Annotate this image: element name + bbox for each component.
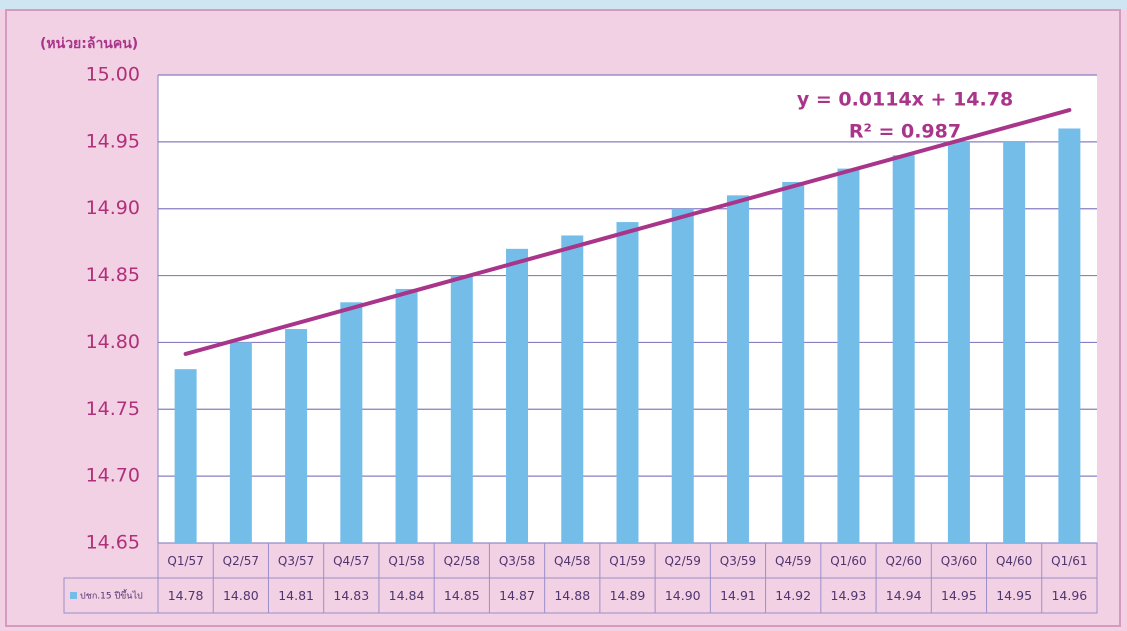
value-label: 14.89 — [610, 588, 646, 603]
bar — [782, 181, 805, 543]
bar — [1003, 141, 1026, 543]
x-tick-label: Q3/60 — [941, 554, 977, 568]
y-tick-label: 14.80 — [86, 331, 140, 353]
value-label: 14.87 — [499, 588, 535, 603]
bar — [947, 141, 970, 543]
unit-label: (หน่วย:ล้านคน) — [40, 36, 138, 52]
x-tick-label: Q1/59 — [609, 554, 645, 568]
x-tick-label: Q3/59 — [720, 554, 756, 568]
y-tick-label: 14.95 — [86, 130, 140, 152]
value-label: 14.92 — [775, 588, 811, 603]
legend-swatch — [70, 592, 77, 599]
bar — [1058, 128, 1081, 543]
value-label: 14.84 — [389, 588, 425, 603]
x-tick-label: Q2/60 — [885, 554, 921, 568]
top-strip — [0, 0, 1127, 10]
trend-equation: y = 0.0114x + 14.78 — [797, 89, 1013, 111]
x-tick-label: Q2/59 — [665, 554, 701, 568]
x-tick-label: Q4/60 — [996, 554, 1032, 568]
x-tick-label: Q1/58 — [388, 554, 424, 568]
table-cell — [63, 577, 159, 614]
value-label: 14.81 — [278, 588, 314, 603]
value-label: 14.94 — [886, 588, 922, 603]
bar — [726, 195, 749, 544]
x-tick-label: Q3/58 — [499, 554, 535, 568]
bar — [671, 208, 694, 543]
trend-r2: R² = 0.987 — [849, 121, 961, 143]
value-label: 14.80 — [223, 588, 259, 603]
x-tick-label: Q4/59 — [775, 554, 811, 568]
value-label: 14.85 — [444, 588, 480, 603]
x-tick-label: Q1/57 — [167, 554, 203, 568]
y-tick-label: 14.70 — [86, 465, 140, 487]
bar — [892, 155, 915, 543]
y-tick-label: 14.90 — [86, 197, 140, 219]
legend-label: ปชก.15 ปีขึ้นไป — [80, 589, 143, 602]
y-tick-label: 14.85 — [86, 264, 140, 286]
value-label: 14.88 — [554, 588, 590, 603]
x-tick-label: Q4/57 — [333, 554, 369, 568]
bar — [395, 288, 418, 543]
value-label: 14.83 — [333, 588, 369, 603]
y-tick-label: 15.00 — [86, 64, 140, 86]
y-tick-label: 14.75 — [86, 398, 140, 420]
trend-line — [183, 108, 1072, 356]
x-tick-label: Q2/58 — [444, 554, 480, 568]
bar — [450, 275, 473, 543]
bar — [174, 369, 197, 543]
bar — [561, 235, 584, 543]
value-label: 14.90 — [665, 588, 701, 603]
value-label: 14.95 — [941, 588, 977, 603]
x-tick-label: Q1/61 — [1051, 554, 1087, 568]
bar — [340, 302, 363, 543]
value-label: 14.95 — [996, 588, 1032, 603]
value-label: 14.78 — [168, 588, 204, 603]
bar — [506, 248, 529, 544]
bar — [837, 168, 860, 543]
x-tick-label: Q3/57 — [278, 554, 314, 568]
x-tick-label: Q4/58 — [554, 554, 590, 568]
x-tick-label: Q1/60 — [830, 554, 866, 568]
bar — [285, 329, 308, 543]
x-tick-label: Q2/57 — [223, 554, 259, 568]
value-label: 14.93 — [831, 588, 867, 603]
value-label: 14.96 — [1051, 588, 1087, 603]
bar — [229, 342, 252, 543]
value-label: 14.91 — [720, 588, 756, 603]
bar — [616, 222, 639, 544]
y-tick-label: 14.65 — [86, 532, 140, 554]
